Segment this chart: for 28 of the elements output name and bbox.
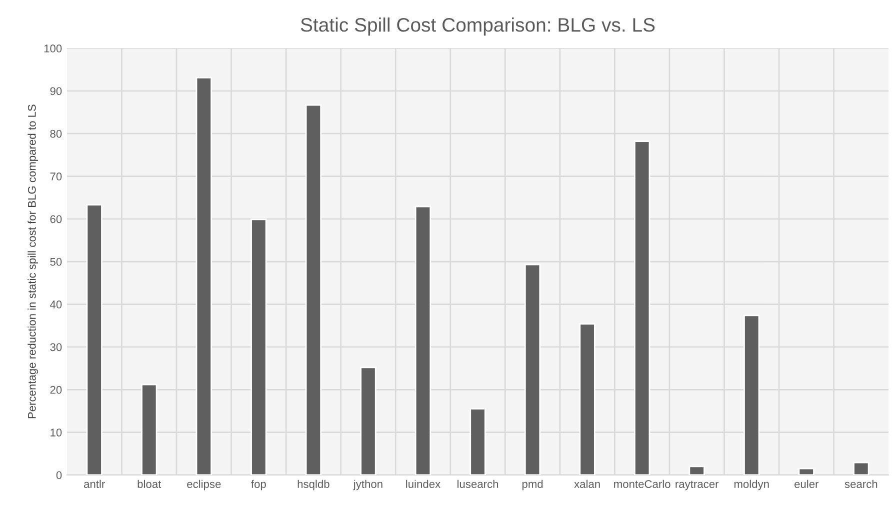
x-tick-label: fop bbox=[251, 480, 266, 490]
x-tick-label: luindex bbox=[406, 480, 440, 488]
y-tick-label: 60 bbox=[50, 215, 62, 224]
x-tick-label: bloat bbox=[138, 480, 162, 488]
y-tick-label: 50 bbox=[50, 258, 62, 266]
y-tick-label: 100 bbox=[44, 44, 62, 52]
x-tick-label: raytracer bbox=[676, 480, 719, 490]
y-tick-label: 0 bbox=[56, 471, 62, 480]
y-axis-title: Percentage reduction in static spill cost for BLG compared to LS bbox=[28, 104, 38, 418]
chart-title: Static Spill Cost Comparison: BLG vs. LS bbox=[300, 18, 655, 36]
x-tick-label: moldyn bbox=[734, 480, 769, 490]
y-tick-label: 80 bbox=[50, 130, 62, 138]
y-tick-label: 30 bbox=[50, 343, 62, 352]
y-tick-label: 10 bbox=[50, 428, 62, 436]
y-tick-label: 70 bbox=[50, 172, 62, 180]
x-tick-label: xalan bbox=[574, 480, 600, 488]
x-tick-label: lusearch bbox=[458, 480, 498, 488]
x-tick-label: pmd bbox=[522, 480, 543, 490]
x-tick-label: jython bbox=[353, 480, 382, 490]
x-tick-label: euler bbox=[794, 480, 819, 488]
x-tick-label: hsqldb bbox=[298, 480, 330, 490]
y-tick-label: 20 bbox=[50, 386, 62, 394]
x-tick-label: eclipse bbox=[187, 480, 221, 490]
x-tick-label: monteCarlo bbox=[614, 480, 670, 488]
x-tick-label: antlr bbox=[84, 480, 105, 488]
x-tick-label: search bbox=[844, 480, 878, 488]
y-tick-label: 90 bbox=[50, 87, 62, 96]
y-tick-label: 40 bbox=[50, 300, 62, 308]
